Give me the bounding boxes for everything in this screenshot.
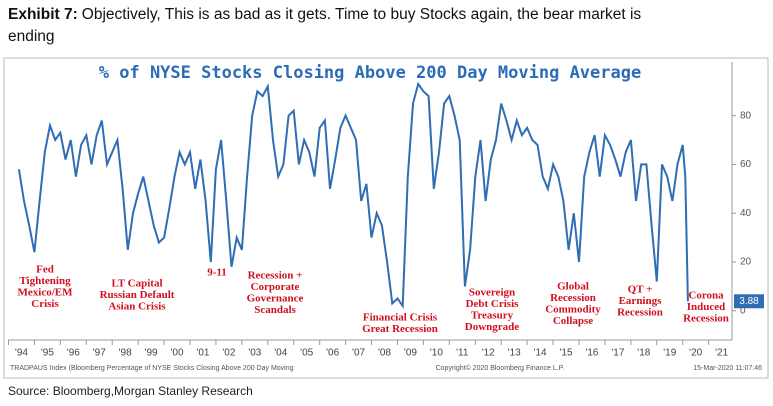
annotation: Recession + — [248, 270, 303, 282]
x-tick-label: '97 — [93, 348, 106, 359]
annotation: Tightening — [19, 275, 71, 287]
y-tick-label: 40 — [740, 208, 752, 219]
annotation: Governance — [247, 293, 304, 305]
annotation: Asian Crisis — [108, 301, 166, 313]
annotation: Recession — [617, 307, 663, 319]
annotation: Corona — [688, 290, 724, 302]
annotation: Debt Crisis — [466, 298, 520, 310]
y-tick-label: 80 — [740, 110, 752, 121]
x-tick-label: '96 — [67, 348, 80, 359]
x-tick-label: '21 — [715, 348, 728, 359]
annotation: Fed — [36, 264, 54, 276]
annotation: QT + — [628, 284, 653, 296]
last-value-box — [734, 294, 764, 309]
annotation: Recession — [550, 292, 596, 304]
annotation: Great Recession — [362, 323, 438, 335]
x-tick-label: '05 — [300, 348, 313, 359]
x-tick-label: '13 — [508, 348, 521, 359]
header: Exhibit 7: Objectively, This is as bad as… — [8, 4, 668, 48]
x-tick-label: '04 — [274, 348, 287, 359]
x-tick-label: '16 — [585, 348, 598, 359]
last-value-label: 3.88 — [739, 296, 759, 307]
x-tick-label: '02 — [222, 348, 235, 359]
annotation: 9-11 — [207, 267, 227, 279]
x-tick-label: '06 — [326, 348, 339, 359]
footer-mid: Copyright© 2020 Bloomberg Finance L.P. — [436, 364, 565, 372]
annotation: Sovereign — [469, 287, 515, 299]
chart-title: % of NYSE Stocks Closing Above 200 Day M… — [99, 63, 641, 83]
x-tick-label: '98 — [119, 348, 132, 359]
x-tick-label: '10 — [430, 348, 443, 359]
y-tick-label: 0 — [740, 305, 746, 316]
annotation: Global — [557, 281, 589, 293]
annotation: Earnings — [619, 295, 663, 307]
headline: Objectively, This is as bad as it gets. … — [8, 6, 642, 45]
x-tick-label: '03 — [248, 348, 261, 359]
x-tick-label: '20 — [689, 348, 702, 359]
x-tick-label: '95 — [41, 348, 54, 359]
x-tick-label: '08 — [378, 348, 391, 359]
chart-frame — [3, 57, 769, 379]
footer-right: 15-Mar-2020 11:07:46 — [693, 365, 762, 372]
annotation: Mexico/EM — [18, 287, 74, 299]
exhibit: Exhibit 7: — [8, 6, 78, 23]
x-tick-label: '18 — [637, 348, 650, 359]
annotation: Commodity — [545, 304, 601, 316]
x-tick-label: '94 — [15, 348, 28, 359]
x-tick-label: '14 — [534, 348, 547, 359]
footer-left: TRADPAUS Index (Bloomberg Percentage of … — [10, 365, 294, 372]
annotation: Downgrade — [465, 321, 520, 333]
x-tick-label: '15 — [560, 348, 573, 359]
annotation: Treasury — [471, 310, 514, 322]
x-tick-label: '01 — [196, 348, 209, 359]
x-tick-label: '09 — [404, 348, 417, 359]
annotation: Scandals — [254, 304, 296, 316]
y-tick-label: 20 — [740, 257, 752, 268]
y-tick-label: 60 — [740, 159, 752, 170]
x-tick-label: '07 — [352, 348, 365, 359]
annotation: Crisis — [31, 298, 59, 310]
x-tick-label: '99 — [145, 348, 158, 359]
annotation: Corporate — [251, 281, 300, 293]
x-tick-label: '17 — [611, 348, 624, 359]
x-tick-label: '11 — [456, 348, 469, 359]
annotation: Recession — [683, 313, 729, 325]
x-tick-label: '19 — [663, 348, 676, 359]
annotation: Collapse — [553, 315, 593, 327]
source: Source: Bloomberg,Morgan Stanley Researc… — [8, 384, 253, 398]
annotation: Induced — [687, 301, 726, 313]
annotation: LT Capital — [111, 278, 162, 290]
annotation: Financial Crisis — [363, 312, 438, 324]
x-tick-label: '12 — [482, 348, 495, 359]
x-tick-label: '00 — [171, 348, 184, 359]
data-line — [17, 81, 689, 309]
annotation: Russian Default — [100, 289, 175, 301]
